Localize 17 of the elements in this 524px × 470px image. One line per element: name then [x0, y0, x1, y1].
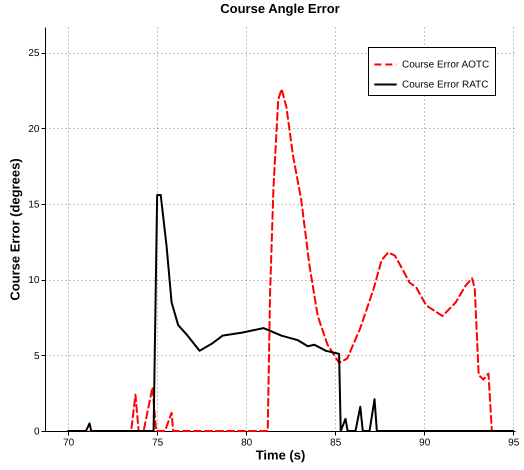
x-tick-label: 70	[63, 438, 75, 448]
y-tick-label: 15	[28, 200, 40, 211]
y-tick-label: 10	[28, 275, 40, 286]
x-tick-label: 95	[508, 438, 520, 448]
legend-label: Course Error RATC	[402, 80, 488, 90]
y-tick-label: 5	[34, 350, 40, 362]
y-axis-title: Course Error (degrees)	[7, 158, 22, 301]
x-tick-label: 85	[330, 438, 342, 448]
y-tick-label: 20	[28, 124, 40, 135]
x-tick-label: 80	[241, 438, 253, 448]
y-tick-label: 25	[28, 48, 40, 60]
x-tick-label: 75	[152, 438, 164, 448]
x-tick-label: 90	[419, 438, 431, 448]
legend-label: Course Error AOTC	[402, 60, 490, 70]
chart-title: Course Angle Error	[220, 1, 340, 16]
y-tick-label: 0	[34, 426, 40, 438]
x-axis-title: Time (s)	[256, 448, 306, 462]
